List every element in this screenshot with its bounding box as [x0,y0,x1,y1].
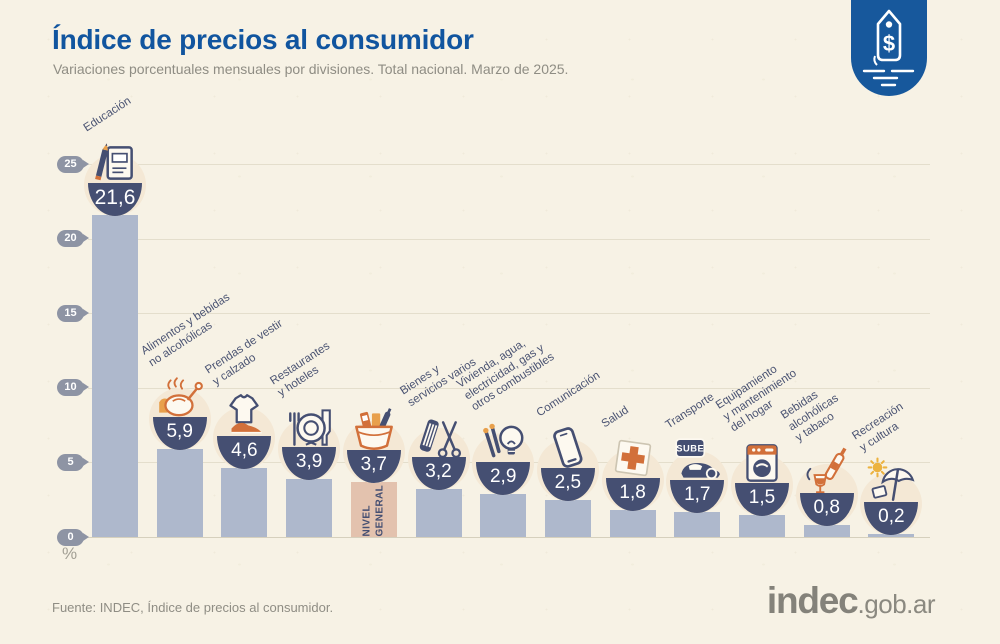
gridline-15 [88,313,930,315]
value-label: 5,9 [166,420,193,442]
y-tick-0: 0 [57,528,89,546]
value-badge: 1,8 [605,478,660,512]
gridline-25 [88,164,930,165]
y-tick-5: 5 [57,453,89,471]
value-label: 2,9 [489,465,517,487]
beach-umbrella-sun-icon [865,456,917,508]
bar-cat2 [221,468,268,537]
clothing-shoe-icon [218,390,270,442]
notebook-pencil-icon [89,137,141,189]
price-tag-icon: $ [862,9,915,87]
highlight-bar-label: NIVEL GENERAL [361,485,385,537]
value-badge: 1,5 [735,482,789,516]
bar-cat5 [415,489,462,537]
drinks-tobacco-icon [801,447,853,499]
category-label-cat0: Educación [81,95,134,135]
value-badge: 3,7 [346,449,401,483]
logo-main-text: indec [766,580,859,621]
bar-cat10 [739,514,785,537]
value-label: 0,2 [878,506,905,528]
washing-machine-icon [736,437,788,489]
svg-text:SUBE: SUBE [677,443,705,453]
value-label: 4,6 [231,440,258,462]
category-label-cat9: Transporte [663,391,717,432]
value-badge: 2,5 [540,467,595,501]
first-aid-cross-icon [607,432,659,484]
value-label: 3,9 [295,450,323,472]
value-label: 3,7 [360,453,387,475]
bar-cat0 [92,214,138,537]
indec-logo: indec .gob.ar [766,580,936,622]
value-badge: 3,2 [411,457,466,491]
bar-cat12 [868,534,915,537]
smartphone-icon [542,422,594,474]
bar-cat4 [350,481,397,537]
bar-cat9 [674,511,721,537]
restaurant-plate-icon [283,401,335,453]
category-label-cat8: Salud [599,403,631,430]
gridline-20 [88,238,930,240]
value-badge: 3,9 [282,446,337,480]
roast-chicken-icon [154,371,206,423]
value-label: 3,2 [425,461,452,483]
value-badge: 5,9 [152,416,207,450]
y-tick-25: 25 [57,155,89,173]
gridline-0 [88,537,930,538]
bar-cat7 [544,499,591,537]
bar-cat6 [480,493,527,537]
value-label: 2,5 [554,471,582,493]
source-note: Fuente: INDEC, Índice de precios al cons… [52,600,334,615]
bar-cat11 [803,525,850,537]
bar-cat1 [156,448,203,537]
value-label: 21,6 [94,185,136,209]
y-tick-10: 10 [57,379,89,397]
y-tick-15: 15 [57,304,89,322]
y-tick-20: 20 [57,230,89,248]
value-label: 1,8 [619,482,646,504]
bar-cat8 [609,510,656,537]
value-badge: 1,7 [670,479,725,513]
bar-cat3 [286,478,333,537]
shopping-basket-icon [348,404,400,456]
value-badge: 2,9 [476,461,531,495]
category-label-cat7: Comunicación [534,369,603,420]
page-title: Índice de precios al consumidor [52,24,474,55]
value-badge: 0,8 [799,493,854,527]
y-axis-unit-label: % [62,544,78,563]
value-label: 0,8 [813,497,840,519]
sube-card-car-icon: SUBE [671,434,723,486]
value-badge: 21,6 [88,182,142,216]
category-label-cat6: Vivienda, agua, electricidad, gas y otro… [455,337,557,414]
category-label-cat12: Recreación y cultura [850,400,906,454]
page-subtitle: Variaciones porcentuales mensuales por d… [53,61,569,77]
value-label: 1,7 [684,483,711,505]
comb-scissors-icon [413,411,465,463]
value-badge: 0,2 [864,502,919,536]
gridline-10 [88,387,930,389]
value-badge: 4,6 [217,436,272,470]
price-tag-badge: $ [851,0,927,96]
svg-text:$: $ [883,31,895,56]
logo-suffix-text: .gob.ar [857,589,936,619]
value-label: 1,5 [748,486,776,508]
lightbulb-matches-icon [477,416,529,468]
